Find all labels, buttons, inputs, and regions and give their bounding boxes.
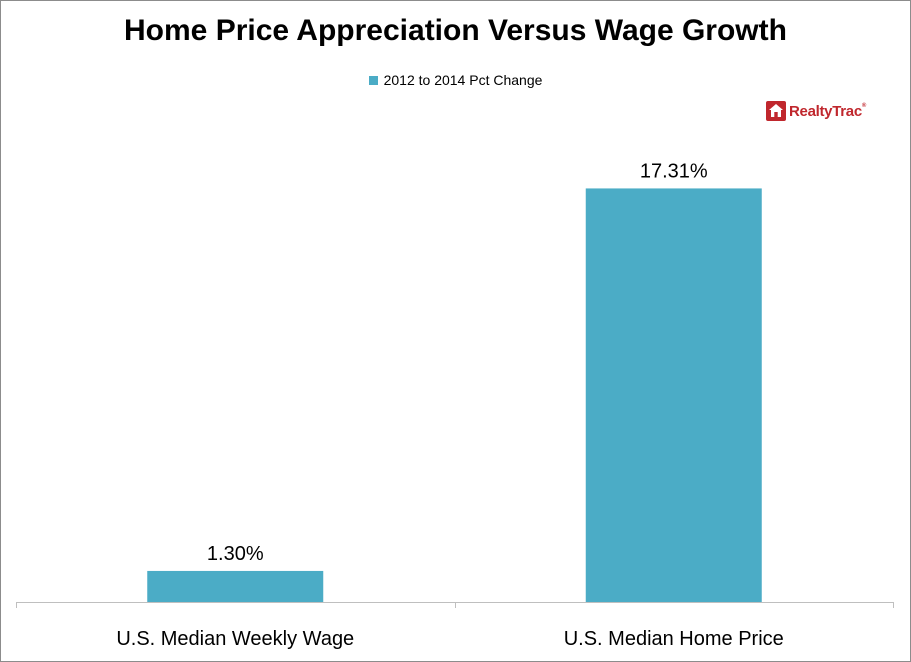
legend-label: 2012 to 2014 Pct Change	[383, 72, 543, 88]
chart-legend: 2012 to 2014 Pct Change	[0, 72, 911, 88]
house-icon	[766, 101, 786, 121]
chart-title: Home Price Appreciation Versus Wage Grow…	[124, 14, 787, 47]
bar	[585, 188, 762, 603]
data-label: 1.30%	[207, 543, 264, 565]
brand-name: RealtyTrac®	[789, 102, 867, 120]
brand-logo: RealtyTrac®	[766, 100, 866, 122]
legend-swatch	[368, 76, 378, 85]
data-label: 17.31%	[640, 160, 708, 182]
bar	[147, 570, 324, 602]
x-tick-label: U.S. Median Home Price	[564, 628, 784, 650]
x-tick-label: U.S. Median Weekly Wage	[116, 628, 354, 650]
